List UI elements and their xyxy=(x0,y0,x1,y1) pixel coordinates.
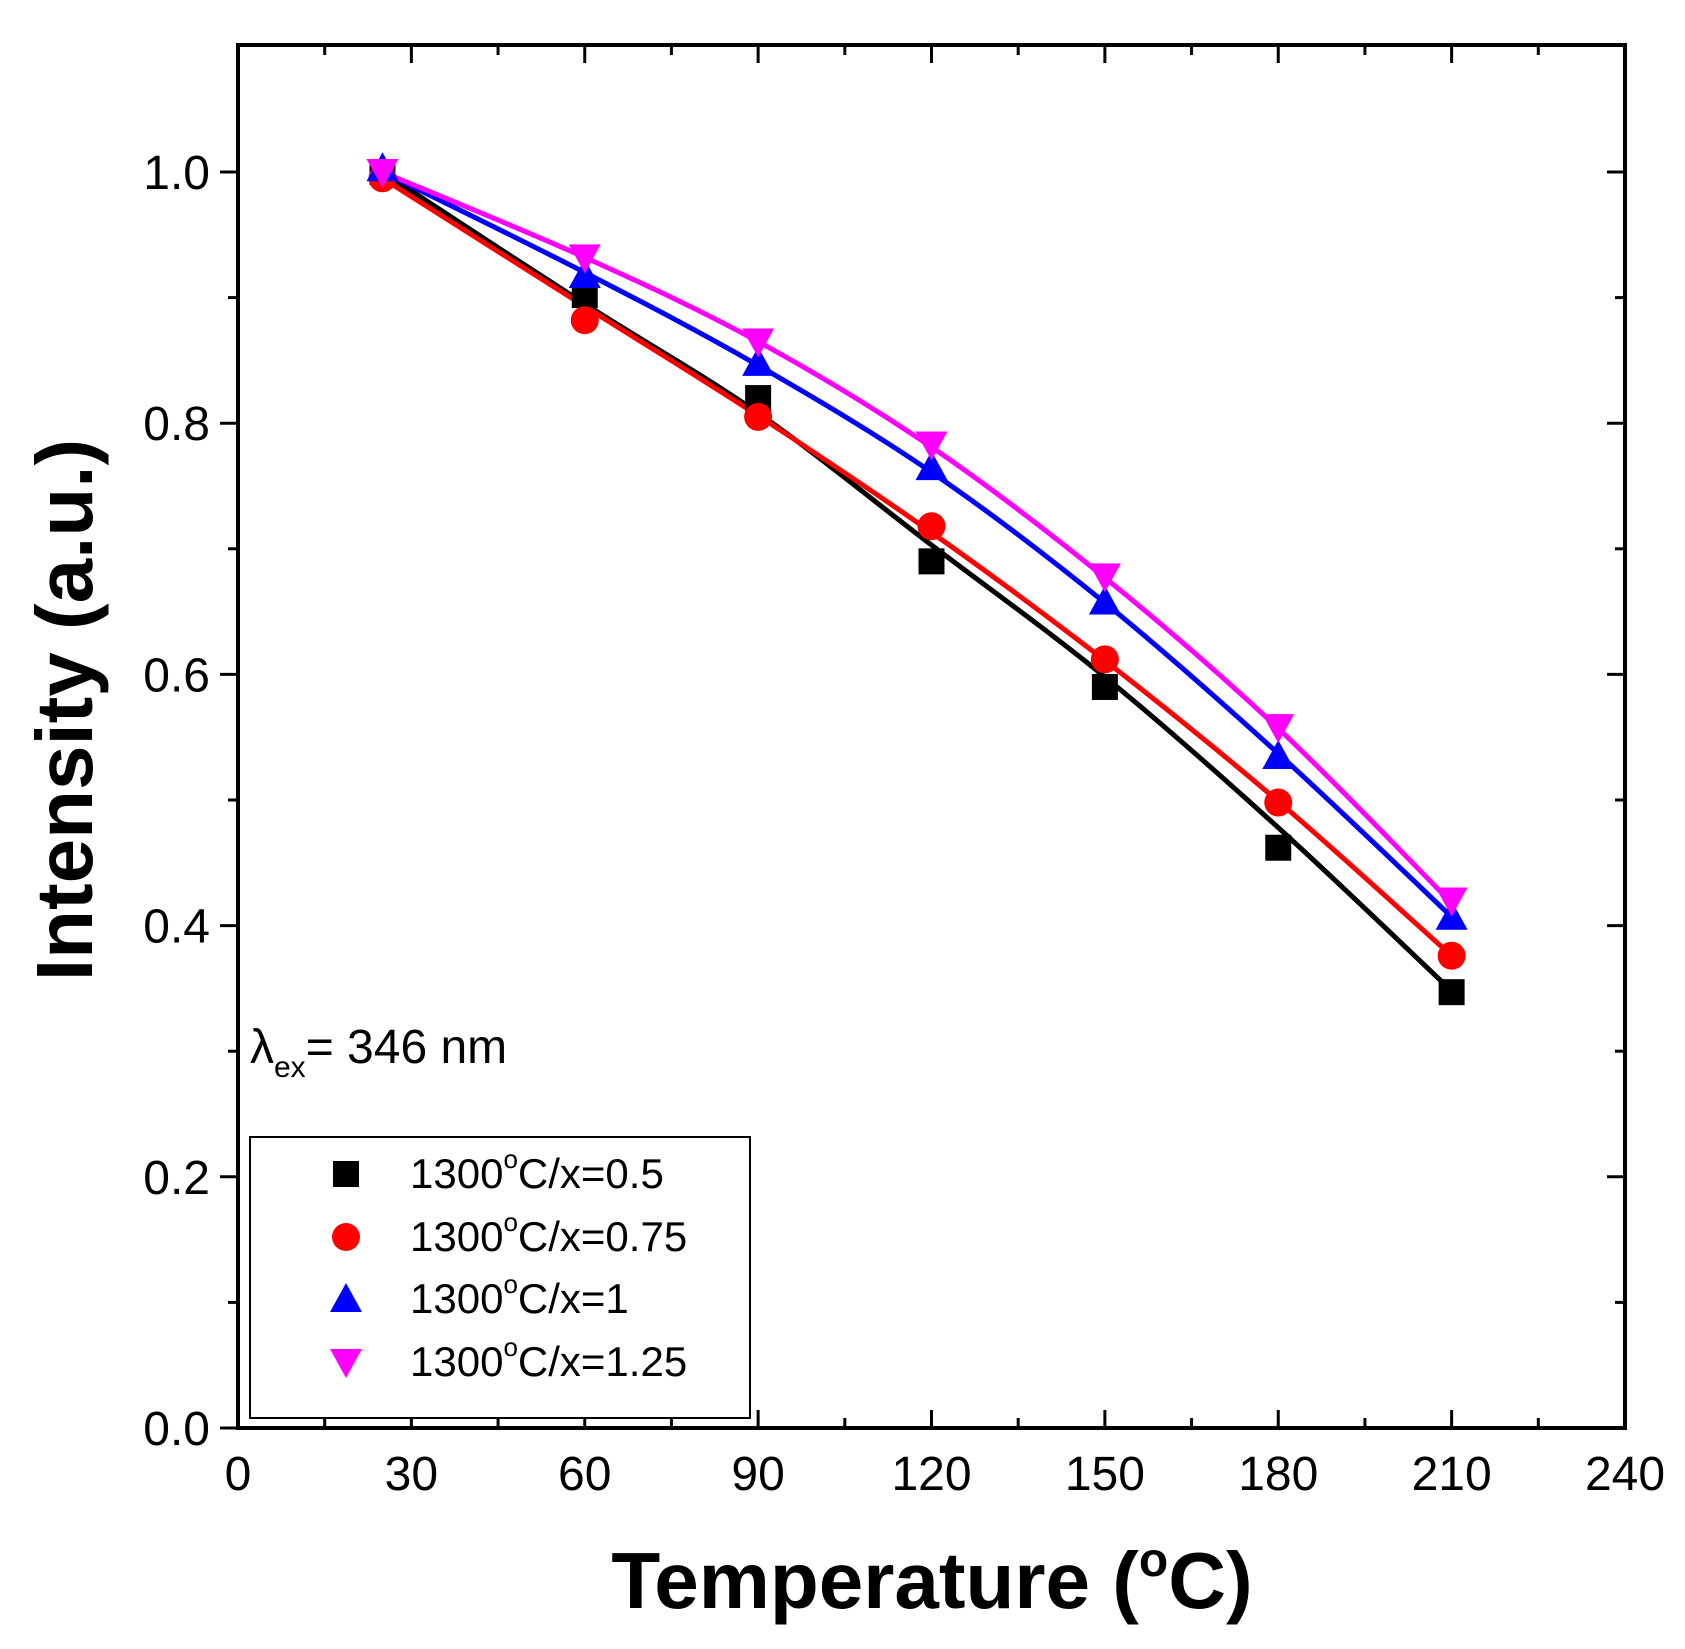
data-point-series-1 xyxy=(1437,941,1466,970)
data-point-series-3 xyxy=(915,431,948,461)
annotation-value: = 346 nm xyxy=(306,1021,507,1074)
legend-label-series-3: 1300oC/x=1.25 xyxy=(410,1332,687,1385)
legend-items: 1300oC/x=0.51300oC/x=0.751300oC/x=11300o… xyxy=(330,1144,687,1385)
data-point-series-1 xyxy=(1090,645,1119,674)
y-tick-label: 1.0 xyxy=(143,147,210,200)
legend-label-suffix: C/x=1.25 xyxy=(518,1338,687,1385)
legend-label-superscript: o xyxy=(503,1269,517,1299)
y-tick-label: 0.2 xyxy=(143,1152,210,1205)
data-point-series-0 xyxy=(1438,979,1465,1006)
legend: 1300oC/x=0.51300oC/x=0.751300oC/x=11300o… xyxy=(249,1136,751,1419)
data-point-series-0 xyxy=(1091,673,1118,700)
data-point-series-3 xyxy=(568,244,601,274)
data-point-series-1 xyxy=(744,402,773,431)
axis-tick-labels: 0 30 60 90 120 150 180 210 240 0.0 0.2 0.4 0.6 0.8 1.0 xyxy=(143,147,1665,1501)
x-tick-label: 240 xyxy=(1585,1448,1665,1501)
legend-label-superscript: o xyxy=(503,1207,517,1237)
data-point-series-2 xyxy=(742,346,775,376)
axis-ticks xyxy=(220,45,1627,1430)
legend-label-suffix: C/x=0.75 xyxy=(518,1213,687,1260)
x-axis-title-end: C) xyxy=(1168,1536,1252,1625)
y-tick-label: 0.0 xyxy=(143,1403,210,1456)
legend-label-series-2: 1300oC/x=1 xyxy=(410,1269,629,1322)
x-tick-label: 30 xyxy=(385,1448,438,1501)
x-tick-label: 180 xyxy=(1238,1448,1318,1501)
data-point-series-3 xyxy=(1435,887,1468,917)
legend-label-prefix: 1300 xyxy=(410,1338,503,1385)
data-point-series-3 xyxy=(1262,714,1295,744)
legend-label-suffix: C/x=1 xyxy=(518,1275,629,1322)
y-tick-label: 0.4 xyxy=(143,901,210,954)
data-point-series-3 xyxy=(1088,563,1121,593)
excitation-wavelength-annotation: λex= 346 nm xyxy=(250,1021,507,1084)
legend-label-series-0: 1300oC/x=0.5 xyxy=(410,1144,664,1197)
data-point-series-2 xyxy=(568,258,601,288)
legend-marker-series-0 xyxy=(333,1161,359,1187)
legend-label-superscript: o xyxy=(503,1332,517,1362)
legend-marker-series-3 xyxy=(330,1349,362,1378)
x-tick-label: 120 xyxy=(891,1448,971,1501)
legend-label-prefix: 1300 xyxy=(410,1213,503,1260)
y-axis-title: Intensity (a.u.) xyxy=(20,439,109,981)
legend-marker-series-1 xyxy=(332,1223,360,1251)
data-point-series-0 xyxy=(918,548,945,575)
legend-label-series-1: 1300oC/x=0.75 xyxy=(410,1207,687,1260)
y-tick-label: 0.8 xyxy=(143,398,210,451)
data-point-series-1 xyxy=(1264,788,1293,817)
y-tick-label: 0.6 xyxy=(143,649,210,702)
data-point-series-2 xyxy=(915,451,948,481)
data-markers xyxy=(366,152,1468,1006)
annotation-subscript: ex xyxy=(274,1051,306,1084)
x-axis-title: Temperature (oC) xyxy=(611,1534,1252,1625)
data-point-series-3 xyxy=(742,328,775,358)
legend-label-prefix: 1300 xyxy=(410,1150,503,1197)
x-tick-label: 0 xyxy=(225,1448,252,1501)
data-point-series-2 xyxy=(1262,740,1295,770)
legend-label-suffix: C/x=0.5 xyxy=(518,1150,664,1197)
data-point-series-0 xyxy=(1265,834,1292,861)
annotation-lambda: λ xyxy=(250,1021,274,1074)
x-tick-label: 210 xyxy=(1412,1448,1492,1501)
x-tick-label: 90 xyxy=(731,1448,784,1501)
legend-marker-series-2 xyxy=(330,1283,362,1312)
x-tick-label: 150 xyxy=(1065,1448,1145,1501)
x-tick-label: 60 xyxy=(558,1448,611,1501)
data-point-series-3 xyxy=(366,159,399,188)
legend-label-superscript: o xyxy=(503,1144,517,1174)
data-point-series-1 xyxy=(917,512,946,541)
data-point-series-1 xyxy=(570,306,599,335)
x-axis-title-superscript: o xyxy=(1139,1534,1168,1587)
data-point-series-2 xyxy=(1088,585,1121,615)
x-axis-title-main: Temperature ( xyxy=(611,1536,1139,1625)
legend-label-prefix: 1300 xyxy=(410,1275,503,1322)
